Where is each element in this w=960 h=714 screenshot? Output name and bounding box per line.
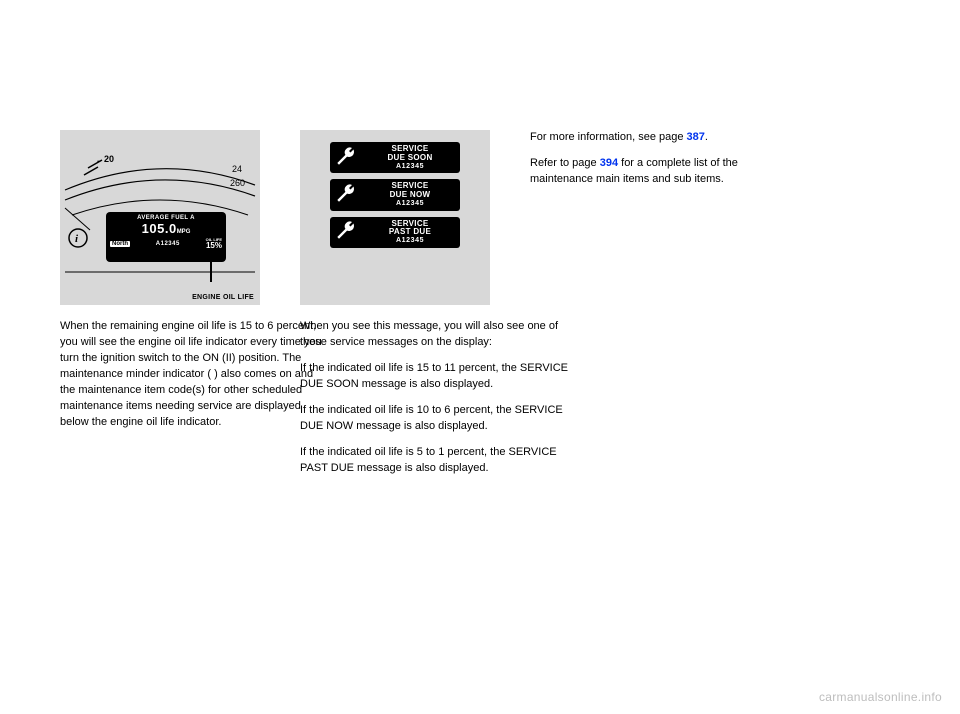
col1-body: When the remaining engine oil life is 15…	[60, 319, 330, 431]
svc-text-3: SERVICE PAST DUE A12345	[364, 220, 456, 245]
col2-intro: When you see this message, you will also…	[300, 319, 570, 351]
service-past-due-box: SERVICE PAST DUE A12345	[330, 217, 460, 248]
page: 20 - 24 260 i AVERAGE FUEL A 105.0MPG No…	[0, 0, 960, 714]
page-link-387[interactable]: 387	[687, 131, 705, 143]
watermark: carmanualsonline.info	[819, 690, 942, 704]
north-badge: North	[110, 241, 130, 247]
svg-text:20: 20	[104, 154, 114, 164]
column-3: For more information, see page 387. Refe…	[530, 0, 800, 198]
dashboard-inset: AVERAGE FUEL A 105.0MPG North A12345 OIL…	[106, 212, 226, 262]
svc2-line2: DUE NOW	[364, 191, 456, 200]
oil-life-value: 15%	[206, 242, 222, 250]
col2-bullet1: If the indicated oil life is 15 to 11 pe…	[300, 361, 570, 393]
col3-p1-b: .	[705, 131, 708, 143]
service-messages-figure: SERVICE DUE SOON A12345 SERVICE DUE NOW …	[300, 130, 490, 305]
dashboard-figure: 20 - 24 260 i AVERAGE FUEL A 105.0MPG No…	[60, 130, 260, 305]
svc2-sub: A12345	[364, 200, 456, 208]
wrench-icon	[334, 146, 358, 170]
svg-text:260: 260	[230, 178, 245, 188]
column-1: 20 - 24 260 i AVERAGE FUEL A 105.0MPG No…	[60, 0, 330, 441]
inset-codes: A12345	[156, 241, 180, 247]
svg-text:i: i	[75, 233, 79, 245]
col3-p2: Refer to page 394 for a complete list of…	[530, 156, 800, 188]
oil-block: OIL LIFE 15%	[206, 238, 222, 250]
wrench-icon	[334, 183, 358, 207]
col3-p1-a: For more information, see page	[530, 131, 687, 143]
wrench-icon	[334, 220, 358, 244]
col2-body: When you see this message, you will also…	[300, 319, 570, 477]
figure1-caption: ENGINE OIL LIFE	[192, 294, 254, 301]
inset-row2: North A12345 OIL LIFE 15%	[106, 238, 226, 250]
col3-p1: For more information, see page 387.	[530, 130, 800, 146]
service-due-soon-box: SERVICE DUE SOON A12345	[330, 142, 460, 173]
col2-bullet2: If the indicated oil life is 10 to 6 per…	[300, 403, 570, 435]
svc1-line2: DUE SOON	[364, 154, 456, 163]
svc-text-2: SERVICE DUE NOW A12345	[364, 182, 456, 207]
inset-value: 105.0	[142, 221, 177, 236]
col3-body: For more information, see page 387. Refe…	[530, 130, 800, 188]
inset-value-row: 105.0MPG	[106, 221, 226, 236]
col2-bullet3: If the indicated oil life is 5 to 1 perc…	[300, 445, 570, 477]
svc3-sub: A12345	[364, 237, 456, 245]
svc1-sub: A12345	[364, 163, 456, 171]
page-link-394[interactable]: 394	[600, 157, 618, 169]
col3-p2-a: Refer to page	[530, 157, 600, 169]
col1-paragraph: When the remaining engine oil life is 15…	[60, 319, 330, 431]
svg-text:-: -	[97, 155, 101, 167]
svc3-line2: PAST DUE	[364, 228, 456, 237]
inset-unit: MPG	[177, 229, 191, 235]
service-due-now-box: SERVICE DUE NOW A12345	[330, 179, 460, 210]
svc-text-1: SERVICE DUE SOON A12345	[364, 145, 456, 170]
callout-pointer	[210, 260, 212, 282]
svg-text:24: 24	[232, 164, 242, 174]
